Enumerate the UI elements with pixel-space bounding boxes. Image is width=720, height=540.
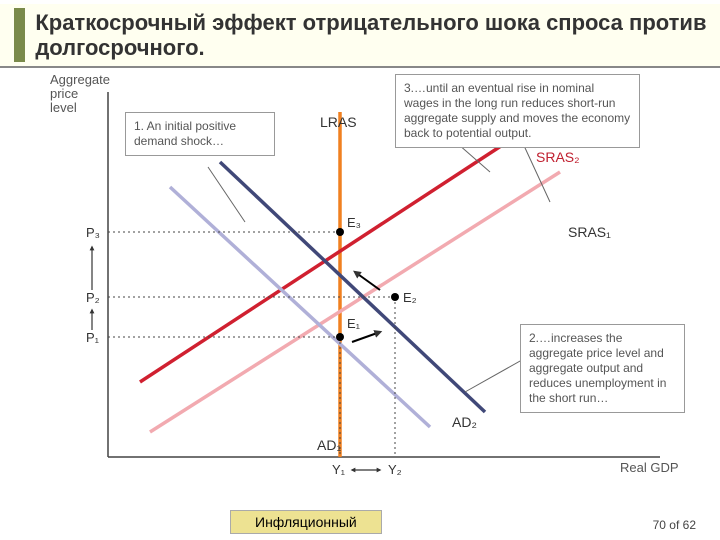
sras2-line: [140, 127, 530, 382]
shift-arrow-lower: [352, 332, 380, 342]
shift-arrow-upper: [355, 272, 380, 290]
e1-label: E₁: [347, 316, 361, 331]
x-axis-label: Real GDP: [620, 460, 679, 475]
e2-label: E₂: [403, 290, 417, 305]
leader-a1: [208, 167, 245, 222]
page-number: 70 of 62: [653, 518, 696, 532]
e3-label: E₃: [347, 215, 361, 230]
sras2-label: SRAS₂: [536, 149, 580, 165]
slide: Краткосрочный эффект отрицательного шока…: [0, 0, 720, 540]
point-e3: [336, 228, 344, 236]
p3-label: P₃: [86, 225, 100, 240]
annotation-3: 3.…until an eventual rise in nominal wag…: [395, 74, 640, 148]
y-axis-label-text: Aggregate price level: [50, 72, 114, 115]
p1-label: P₁: [86, 330, 100, 345]
lras-label: LRAS: [320, 114, 357, 130]
point-e1: [336, 333, 344, 341]
title-bar: Краткосрочный эффект отрицательного шока…: [0, 4, 720, 68]
ad2-line: [220, 162, 485, 412]
title-accent: [14, 8, 25, 62]
ad1-label: AD₁: [317, 437, 341, 453]
annotation-1: 1. An initial positive demand shock…: [125, 112, 275, 156]
sras1-line: [150, 172, 560, 432]
ad2-label: AD₂: [452, 414, 477, 430]
point-e2: [391, 293, 399, 301]
y2-label: Y₂: [388, 462, 402, 477]
annotation-2: 2.…increases the aggregate price level a…: [520, 324, 685, 413]
footer-tag: Инфляционный: [230, 510, 382, 534]
chart-area: Aggregate price level Real GDP LRAS SRAS…: [20, 72, 700, 502]
ad1-line: [170, 187, 430, 427]
slide-title: Краткосрочный эффект отрицательного шока…: [35, 10, 720, 61]
p2-label: P₂: [86, 290, 100, 305]
sras1-label: SRAS₁: [568, 224, 611, 240]
y1-label: Y₁: [332, 462, 346, 477]
